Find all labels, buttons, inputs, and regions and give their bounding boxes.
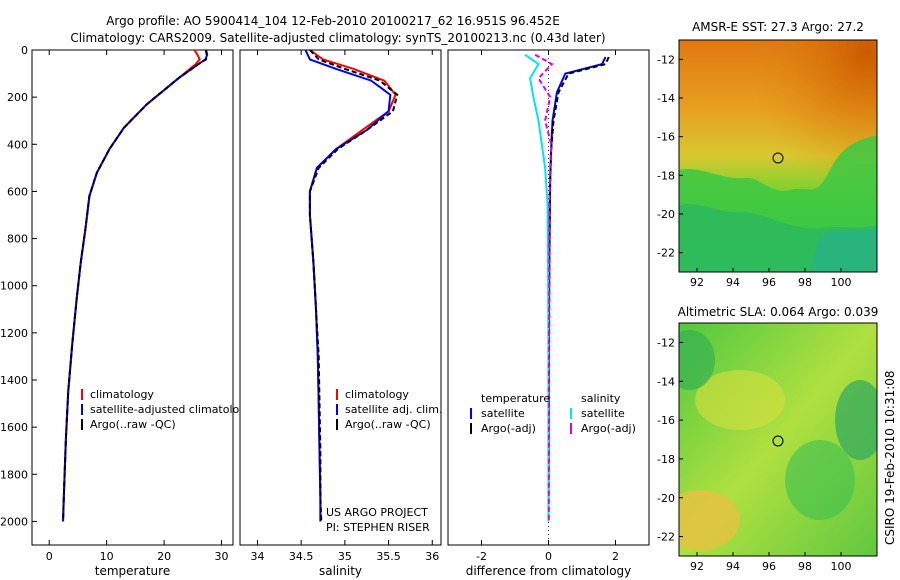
x-tick-label: 10 [100, 550, 114, 563]
y-tick-label: 0 [21, 44, 28, 57]
x-tick-label: 100 [831, 560, 852, 573]
legend-label: salinity [581, 392, 621, 405]
x-tick-label: 34 [250, 550, 264, 563]
argo-location-marker [772, 435, 784, 447]
figure-title-line2: Climatology: CARS2009. Satellite-adjuste… [70, 31, 605, 45]
profile-panels: 0 10 20 30020040060080010001200140016001800… [0, 44, 650, 578]
y-tick-label: 600 [7, 185, 28, 198]
legend-label: climatology [345, 388, 409, 401]
y-tick-label: -14 [657, 92, 675, 105]
plot-frame [239, 49, 442, 546]
legend-label: climatology [90, 388, 154, 401]
x-tick-label: 30 [215, 550, 229, 563]
series-line [534, 53, 554, 522]
sst-map: 92 94 96 98 100 -12 -14 -16 -18 -20 -22 AMSR-E SST… [657, 20, 878, 289]
y-tick-label: -18 [657, 169, 675, 182]
y-tick-label: -12 [657, 336, 675, 349]
plot-frame [31, 49, 234, 546]
series-line [308, 49, 399, 522]
legend-label: satellite adj. clim. [345, 403, 442, 416]
legend-label: Argo(-adj) [481, 422, 536, 435]
x-tick-label: 0 [46, 550, 53, 563]
argo-location-marker [772, 152, 784, 164]
y-tick-label: 1000 [0, 280, 28, 293]
y-tick-label: -20 [657, 492, 675, 505]
legend-label: Argo(..raw -QC) [90, 418, 176, 431]
y-tick-label: -22 [657, 247, 675, 260]
x-tick-label: 96 [762, 560, 776, 573]
series-line [62, 49, 208, 522]
sla-map: 92 94 96 98 100 -12 -14 -16 -18 -20 -22 Altimetric… [657, 305, 879, 573]
pi-annotation: PI: STEPHEN RISER [326, 521, 430, 534]
timestamp-label: CSIRO 19-Feb-2010 10:31:08 [883, 370, 897, 545]
y-tick-label: 1800 [0, 468, 28, 481]
y-tick-label: -16 [657, 131, 675, 144]
y-tick-label: -14 [657, 375, 675, 388]
y-tick-label: -20 [657, 208, 675, 221]
x-tick-label: 98 [798, 560, 812, 573]
x-tick-label: 2 [612, 550, 619, 563]
y-tick-label: 1600 [0, 421, 28, 434]
x-tick-label: 96 [762, 276, 776, 289]
y-tick-label: 400 [7, 138, 28, 151]
x-tick-label: 20 [157, 550, 171, 563]
x-axis-label: difference from climatology [466, 564, 632, 578]
x-tick-label: 92 [690, 276, 704, 289]
legend-label: Argo(..raw -QC) [345, 418, 431, 431]
x-tick-label: 35.5 [376, 550, 401, 563]
x-tick-label: 34.5 [289, 550, 314, 563]
y-tick-label: 2000 [0, 515, 28, 528]
x-tick-label: 36 [425, 550, 439, 563]
x-axis-label: salinity [319, 564, 362, 578]
legend-label: temperature [481, 392, 550, 405]
x-tick-label: -2 [476, 550, 487, 563]
legend-label: Argo(-adj) [581, 422, 636, 435]
y-tick-label: -18 [657, 453, 675, 466]
legend-label: satellite [481, 407, 525, 420]
y-tick-label: 1400 [0, 374, 28, 387]
pi-annotation: US ARGO PROJECT [326, 506, 428, 519]
x-tick-label: 94 [726, 276, 740, 289]
figure-title-line1: Argo profile: AO 5900414_104 12-Feb-2010… [106, 14, 560, 28]
x-axis-label: temperature [95, 564, 170, 578]
profile-panel-2: 34 34.5 35 35.5 36 salinity climatology satelli… [239, 49, 442, 578]
x-tick-label: 100 [831, 276, 852, 289]
y-tick-label: -22 [657, 531, 675, 544]
y-tick-label: 800 [7, 233, 28, 246]
y-tick-label: -16 [657, 414, 675, 427]
x-tick-label: 98 [798, 276, 812, 289]
profile-panel-1: 0 10 20 30 0 200 400 600 800 1000 1200 1400 1600 1800… [0, 44, 253, 578]
sst-map-title: AMSR-E SST: 27.3 Argo: 27.2 [692, 20, 864, 34]
x-tick-label: 92 [690, 560, 704, 573]
y-tick-label: 200 [7, 91, 28, 104]
y-tick-label: 1200 [0, 327, 28, 340]
legend-label: satellite-adjusted climatology [90, 403, 253, 416]
legend-label: satellite [581, 407, 625, 420]
x-tick-label: 35 [338, 550, 352, 563]
sla-map-title: Altimetric SLA: 0.064 Argo: 0.039 [678, 305, 879, 319]
y-tick-label: -12 [657, 53, 675, 66]
x-tick-label: 94 [726, 560, 740, 573]
x-tick-label: 0 [545, 550, 552, 563]
